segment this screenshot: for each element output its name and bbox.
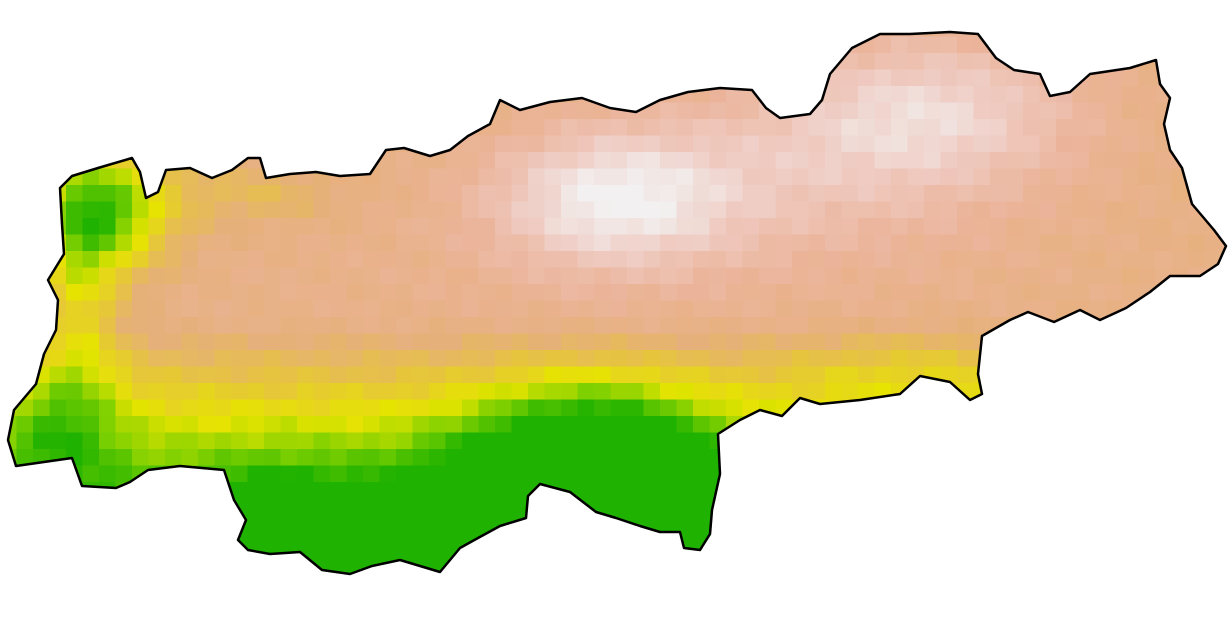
- region-boundary: [6, 30, 1228, 576]
